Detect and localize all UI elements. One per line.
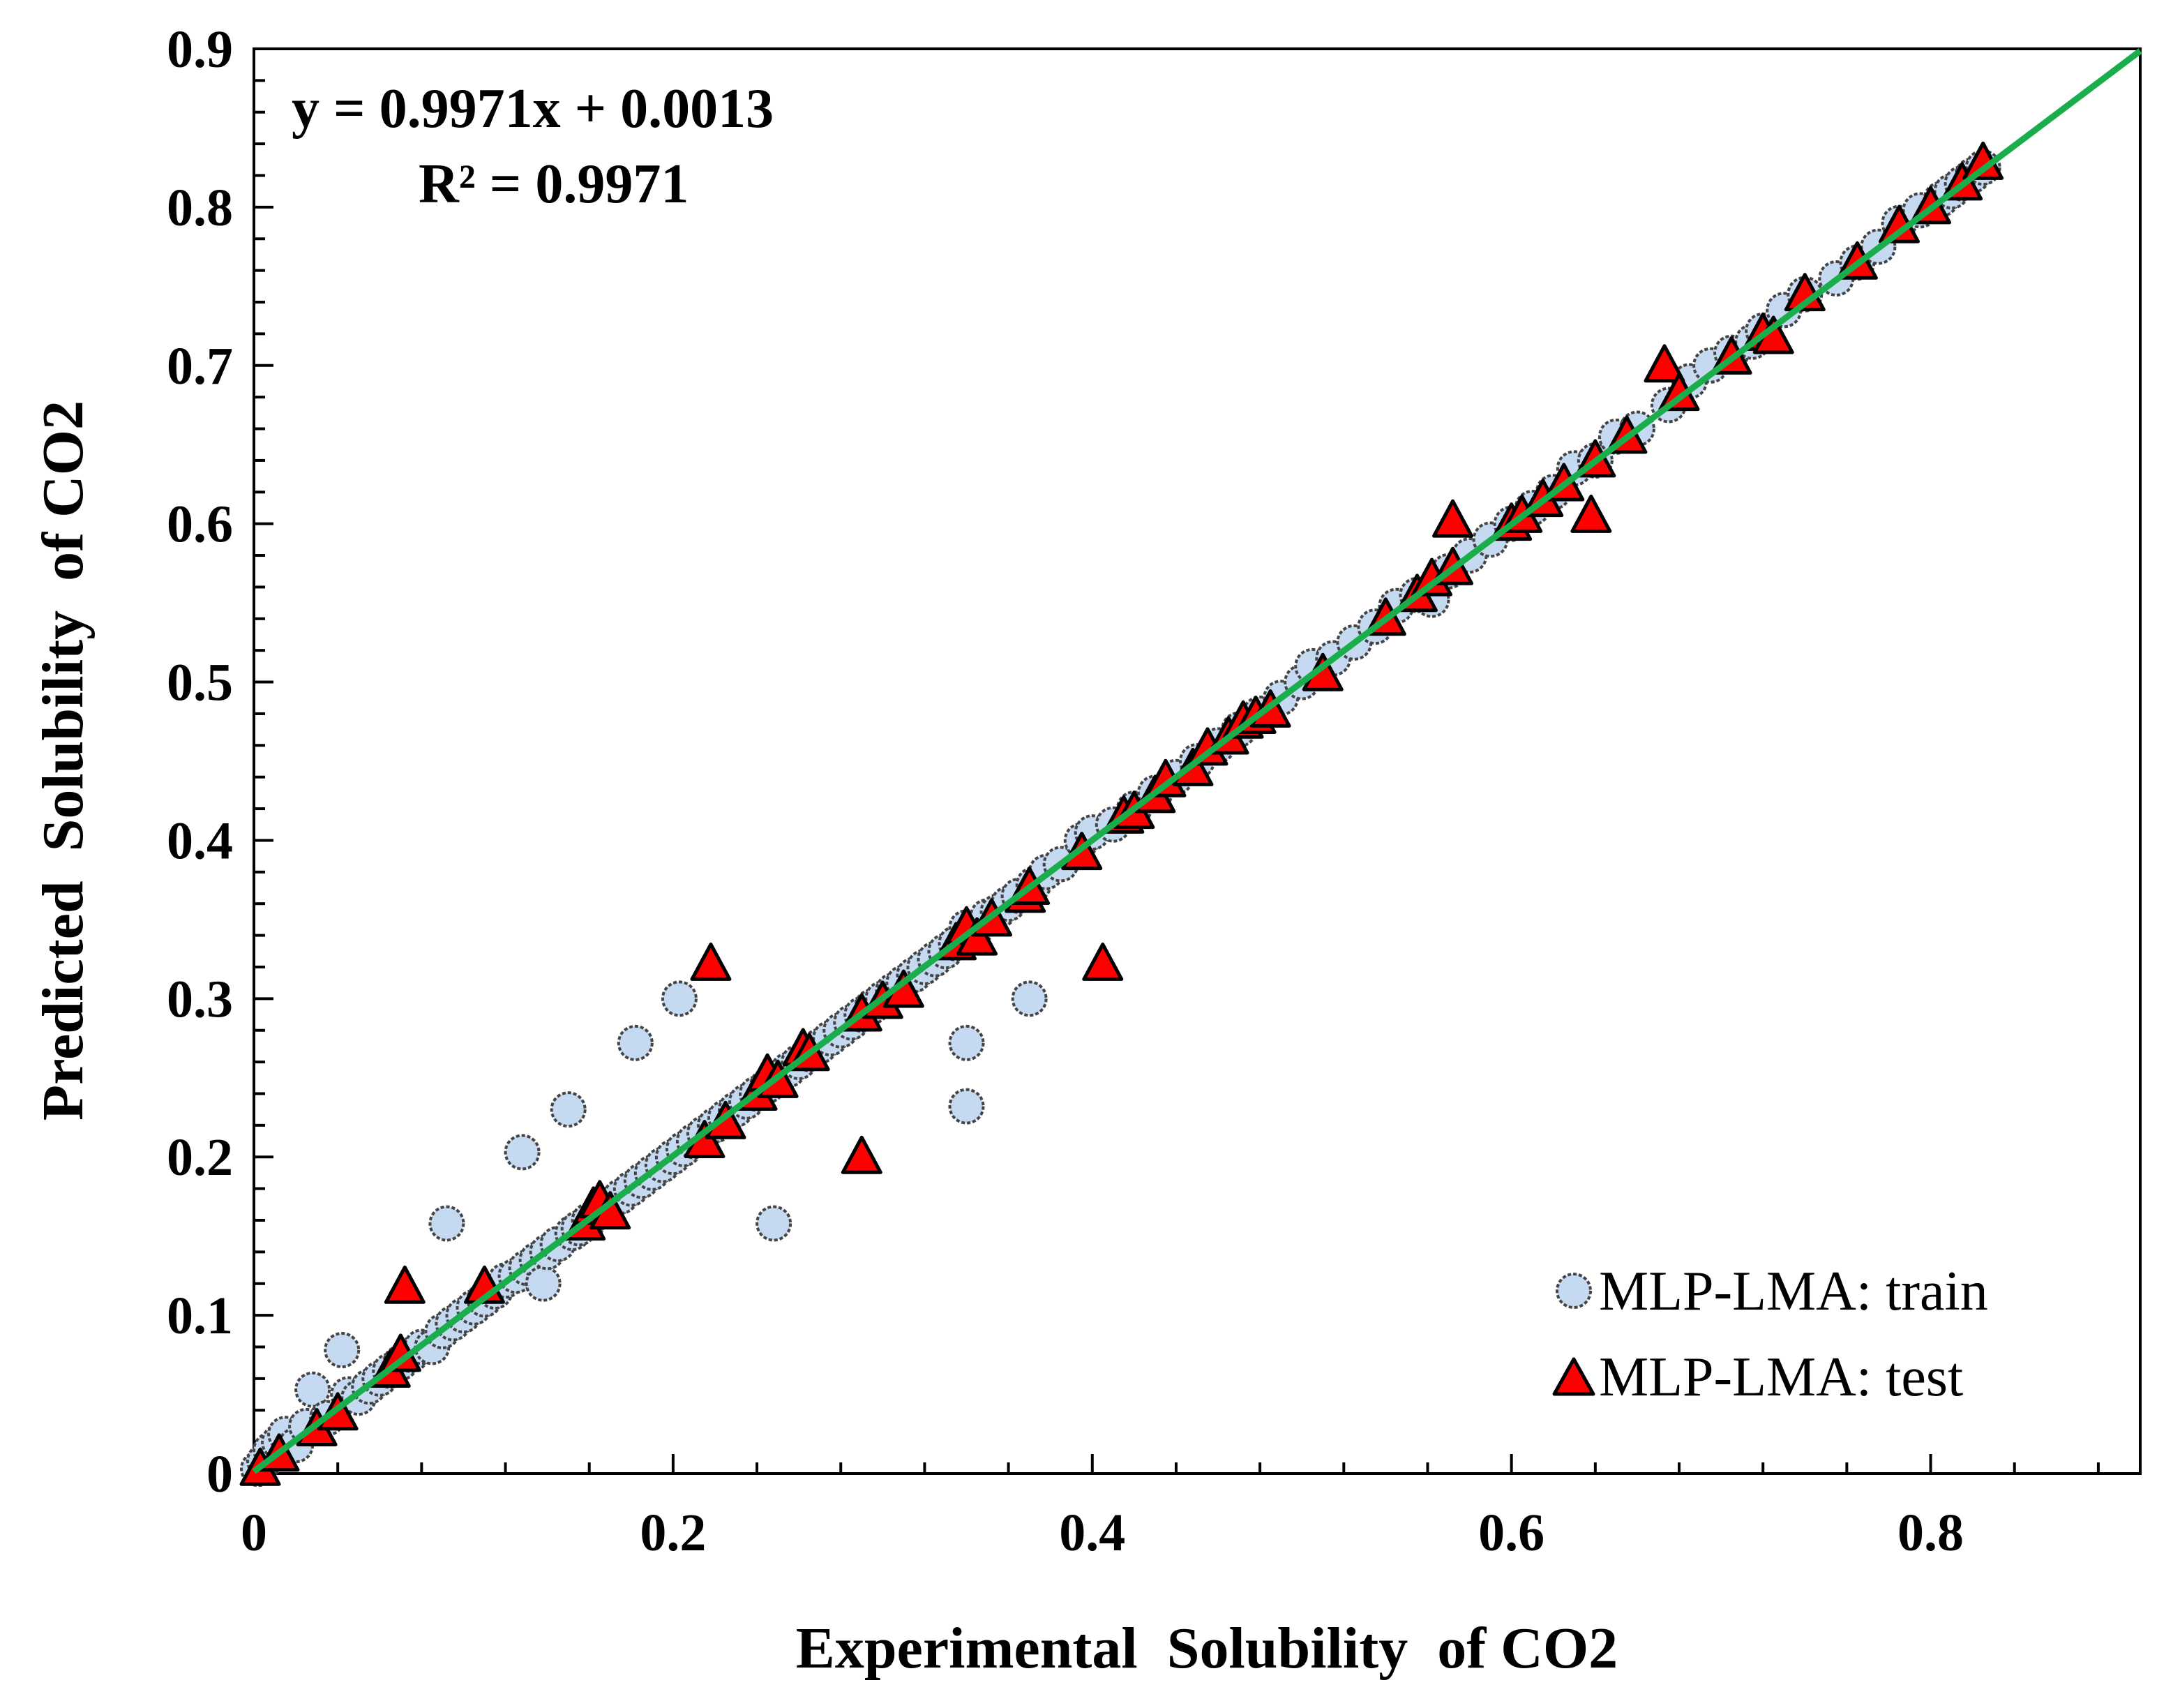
- test-point: [1644, 344, 1685, 383]
- legend-test-label: MLP-LMA: test: [1599, 1347, 1963, 1408]
- y-tick-label: 0.1: [167, 1287, 233, 1345]
- x-tick-label: 0.8: [1897, 1504, 1964, 1562]
- test-point: [1082, 942, 1124, 981]
- train-point: [428, 1205, 465, 1242]
- test-point: [1570, 494, 1612, 533]
- y-tick-label: 0.3: [167, 970, 233, 1028]
- train-point: [948, 1024, 985, 1061]
- y-tick-label: 0.9: [167, 20, 233, 79]
- y-tick-label: 0.6: [167, 495, 233, 554]
- y-tick-label: 0.7: [167, 337, 233, 396]
- train-point: [504, 1134, 541, 1171]
- train-point: [948, 1088, 985, 1125]
- equation-label: y = 0.9971x + 0.0013: [292, 78, 774, 140]
- train-point: [525, 1265, 562, 1302]
- test-point: [1784, 273, 1826, 312]
- tick-labels: 0 0.1 0.2 0.3 0.4 0.5 0.6 0.7 0.8 0.9 0 0.2 0.4 0.6 0.…: [167, 20, 1964, 1562]
- y-tick-label: 0.2: [167, 1128, 233, 1187]
- legend-train-label: MLP-LMA: train: [1599, 1261, 1988, 1322]
- test-point: [841, 1135, 882, 1174]
- train-point: [1011, 980, 1048, 1017]
- train-point: [550, 1091, 587, 1128]
- y-tick-label: 0.5: [167, 654, 233, 712]
- x-tick-label: 0.4: [1059, 1504, 1125, 1562]
- y-tick-label: 0: [206, 1445, 233, 1504]
- train-point: [617, 1024, 654, 1061]
- y-tick-label: 0.4: [167, 811, 233, 870]
- fit-line: [252, 48, 2142, 1474]
- legend: MLP-LMA: train MLP-LMA: test: [1552, 1261, 1988, 1408]
- x-axis-title: Experimental Solubility of CO2: [796, 1616, 1618, 1681]
- train-point: [661, 980, 698, 1017]
- legend-test-marker: [1552, 1357, 1595, 1396]
- r-squared-label: R² = 0.9971: [419, 153, 689, 215]
- legend-train-marker: [1556, 1273, 1592, 1309]
- y-axis-title: Predicted Solubility of CO2: [31, 400, 96, 1121]
- x-tick-label: 0.2: [640, 1504, 706, 1562]
- train-point: [294, 1371, 331, 1408]
- train-point: [324, 1332, 361, 1369]
- train-point: [756, 1205, 792, 1242]
- test-point: [384, 1265, 426, 1304]
- x-tick-label: 0: [241, 1504, 267, 1562]
- test-point: [1432, 499, 1474, 538]
- y-tick-label: 0.8: [167, 179, 233, 237]
- x-tick-label: 0.6: [1478, 1504, 1544, 1562]
- test-point: [690, 942, 732, 981]
